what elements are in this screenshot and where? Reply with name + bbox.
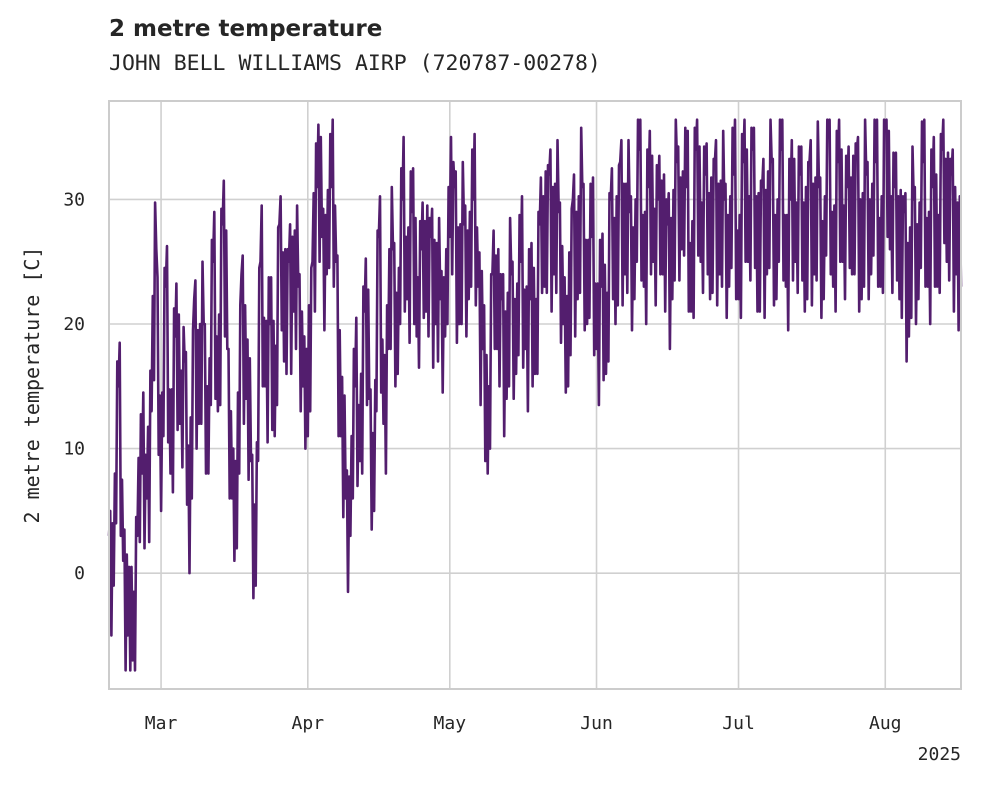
series-layer: [107, 118, 963, 672]
y-tick-label: 30: [63, 189, 85, 210]
plot-frame: [108, 100, 962, 690]
chart-subtitle: JOHN BELL WILLIAMS AIRP (720787-00278): [109, 51, 601, 76]
temperature-series-line: [107, 118, 963, 672]
y-tick-label: 10: [63, 439, 85, 460]
y-axis-label: 2 metre temperature [C]: [20, 247, 44, 524]
y-tick-label: 20: [63, 314, 85, 335]
tick-labels: 0 10 20 30 Mar Apr May Jun Jul Aug: [63, 189, 901, 734]
x-tick-label: Apr: [292, 713, 325, 734]
x-tick-label: Jun: [580, 713, 613, 734]
x-tick-label: Jul: [722, 713, 755, 734]
x-tick-label: May: [434, 713, 467, 734]
x-tick-label: Mar: [145, 713, 178, 734]
x-tick-label: Aug: [869, 713, 902, 734]
chart-title: 2 metre temperature: [109, 16, 383, 42]
y-tick-label: 0: [74, 563, 85, 584]
x-year-label: 2025: [918, 744, 961, 765]
